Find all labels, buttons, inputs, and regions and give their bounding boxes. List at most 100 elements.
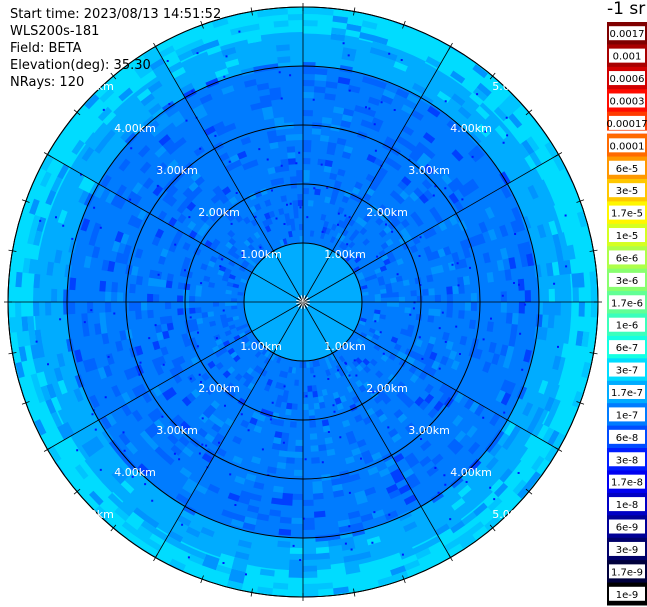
range-ring-label: 2.00km: [366, 206, 408, 219]
colorbar-label-bg: [609, 497, 645, 512]
range-ring-label: 5.00km: [72, 80, 114, 93]
colorbar-label-bg: [609, 250, 645, 265]
colorbar-label-bg: [609, 586, 645, 601]
rim-tick: [402, 575, 406, 584]
colorbar-label-bg: [609, 160, 645, 175]
rim-tick: [402, 20, 406, 29]
azimuth-line-240: [47, 301, 304, 450]
colorbar-tick-label: 1e-6: [616, 321, 639, 332]
field-name: Field: BETA: [10, 41, 82, 56]
ray-count: NRays: 120: [10, 75, 85, 90]
range-ring-labels: 1.00km 1.00km 1.00km 1.00km 2.00km 2.00km 2.00…: [72, 80, 534, 521]
colorbar-label-bg: [609, 295, 645, 310]
colorbar-tick-label: 0.0017: [610, 29, 645, 40]
colorbar-label-bg: [609, 429, 645, 444]
rim-tick: [8, 352, 17, 355]
rim-tick: [554, 152, 563, 157]
polar-grid: [4, 3, 602, 601]
colorbar-tick-label: 3e-6: [616, 276, 639, 287]
azimuth-line-30: [302, 46, 451, 303]
colorbar-unit-label: -1 sr: [607, 0, 646, 19]
colorbar-label-bg: [609, 340, 645, 355]
range-ring-label: 1.00km: [324, 248, 366, 261]
range-ring-label: 3.00km: [156, 164, 198, 177]
colorbar-label-bg: [609, 228, 645, 243]
rim-tick: [576, 199, 585, 203]
colorbar-label-bg: [609, 48, 645, 63]
colorbar-label-bg: [609, 474, 645, 489]
azimuth-line-120: [302, 301, 559, 450]
range-ring-label: 4.00km: [114, 122, 156, 135]
colorbar-label-bg: [609, 362, 645, 377]
range-ring-label: 3.00km: [156, 424, 198, 437]
colorbar-label-bg: [609, 26, 645, 41]
colorbar-label-bg: [609, 519, 645, 534]
azimuth-line-330: [155, 46, 304, 303]
azimuth-line-210: [155, 301, 304, 558]
colorbar-tick-label: 1.7e-9: [611, 567, 643, 578]
rim-tick: [110, 524, 117, 532]
rim-tick: [489, 72, 496, 80]
rim-tick: [589, 352, 598, 355]
colorbar-label-bg: [609, 115, 645, 130]
field-cells: [8, 7, 598, 597]
colorbar-tick-label: 1.7e-5: [611, 209, 643, 220]
colorbar-label-bg: [609, 452, 645, 467]
rim-tick: [525, 109, 533, 116]
colorbar-tick-label: 1e-8: [616, 500, 639, 511]
colorbar-tick-label: 0.0001: [610, 141, 645, 152]
colorbar-label-bg: [609, 71, 645, 86]
rim-tick: [448, 42, 453, 51]
colorbar-tick-label: 3e-7: [616, 366, 639, 377]
colorbar-label-bg: [609, 205, 645, 220]
azimuth-line-60: [302, 154, 559, 303]
scan-info: Start time: 2023/08/13 14:51:52 WLS200s-…: [10, 6, 221, 91]
range-ring-label: 2.00km: [198, 382, 240, 395]
colorbar-label-bg: [609, 183, 645, 198]
colorbar-tick-label: 3e-5: [616, 186, 639, 197]
rim-tick: [576, 401, 585, 405]
colorbar-tick-label: 0.001: [613, 52, 642, 63]
range-ring-label: 5.00km: [72, 508, 114, 521]
range-ring-label: 1.00km: [324, 340, 366, 353]
azimuth-line-150: [302, 301, 451, 558]
rim-tick: [448, 553, 453, 562]
rim-tick: [43, 447, 52, 452]
range-ring-label: 3.00km: [408, 424, 450, 437]
range-ring-label: 2.00km: [198, 206, 240, 219]
rim-tick: [21, 199, 30, 203]
colorbar-tick-label: 1e-9: [616, 590, 639, 601]
range-ring-label: 1.00km: [240, 340, 282, 353]
colorbar-label-bg: [609, 138, 645, 153]
colorbar-tick-label: 0.0003: [610, 96, 645, 107]
rim-tick: [8, 249, 17, 252]
colorbar-tick-label: 6e-5: [616, 164, 639, 175]
elevation-angle: Elevation(deg): 35.30: [10, 58, 151, 73]
colorbar-label-bg: [609, 407, 645, 422]
colorbar-tick-label: 1e-5: [616, 231, 639, 242]
rim-tick: [250, 7, 253, 16]
colorbar-label-bg: [609, 93, 645, 108]
colorbar-label-bg: [609, 272, 645, 287]
colorbar-tick-label: 6e-7: [616, 343, 639, 354]
rim-tick: [353, 588, 356, 597]
rim-tick: [489, 524, 496, 532]
rim-tick: [21, 401, 30, 405]
colorbar-label-bg: [609, 541, 645, 556]
range-ring-label: 5.00km: [492, 80, 534, 93]
colorbar-tick-label: 6e-8: [616, 433, 639, 444]
rim-tick: [200, 20, 204, 29]
rim-tick: [589, 249, 598, 252]
range-ring-label: 5.00km: [492, 508, 534, 521]
field-cells-0: [63, 62, 543, 542]
instrument-name: WLS200s-181: [10, 24, 100, 39]
colorbar-tick-label: 0.0006: [610, 74, 645, 85]
rim-tick: [525, 488, 533, 495]
rim-tick: [250, 588, 253, 597]
colorbar-label-bg: [609, 384, 645, 399]
rim-tick: [73, 109, 81, 116]
rim-tick: [554, 447, 563, 452]
colorbar: 0.0017 0.001 0.0006 0.0003 0.00017 0.0001 6e-5…: [606, 22, 647, 606]
center-marker-spoke: [300, 295, 304, 303]
